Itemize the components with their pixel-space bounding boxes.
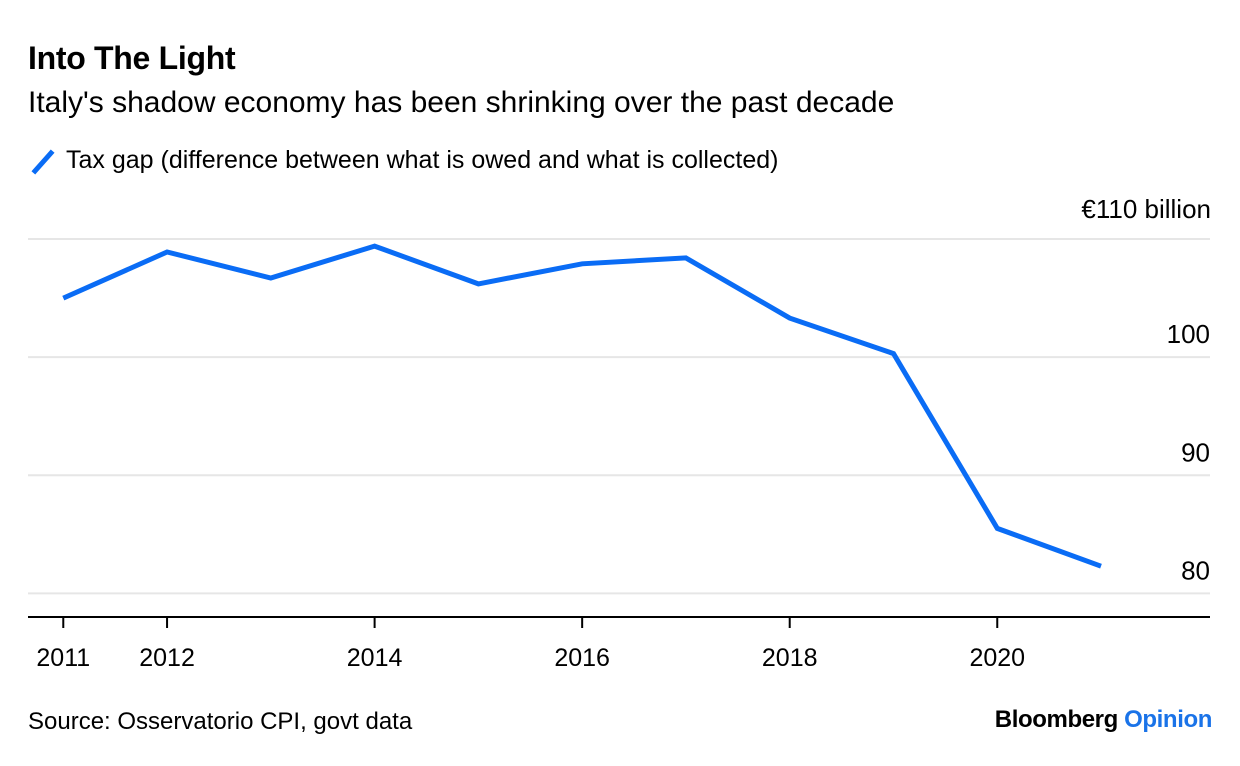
brand-section: Opinion bbox=[1124, 706, 1212, 733]
x-tick-label-2018: 2018 bbox=[762, 644, 818, 672]
legend: Tax gap (difference between what is owed… bbox=[28, 146, 778, 175]
brand-name: Bloomberg bbox=[994, 706, 1118, 733]
legend-label: Tax gap (difference between what is owed… bbox=[66, 146, 779, 174]
y-tick-label-80: 80 bbox=[1181, 555, 1210, 585]
brand-logo: Bloomberg Opinion bbox=[994, 706, 1213, 734]
chart-subtitle: Italy's shadow economy has been shrinkin… bbox=[28, 86, 895, 119]
x-tick-label-2020: 2020 bbox=[969, 644, 1025, 672]
y-tick-label-90: 90 bbox=[1181, 437, 1210, 467]
legend-line-icon bbox=[31, 148, 55, 175]
x-tick-label-2014: 2014 bbox=[347, 644, 403, 672]
y-axis-unit-label: €110 billion bbox=[1081, 194, 1211, 224]
x-tick-label-2012: 2012 bbox=[139, 644, 195, 672]
x-tick-label-2011: 2011 bbox=[36, 644, 90, 672]
y-tick-label-100: 100 bbox=[1167, 319, 1210, 349]
chart-title: Into The Light bbox=[28, 40, 236, 76]
series-line-0 bbox=[62, 243, 1102, 569]
source-note: Source: Osservatorio CPI, govt data bbox=[28, 708, 413, 735]
x-tick-label-2016: 2016 bbox=[554, 644, 610, 672]
